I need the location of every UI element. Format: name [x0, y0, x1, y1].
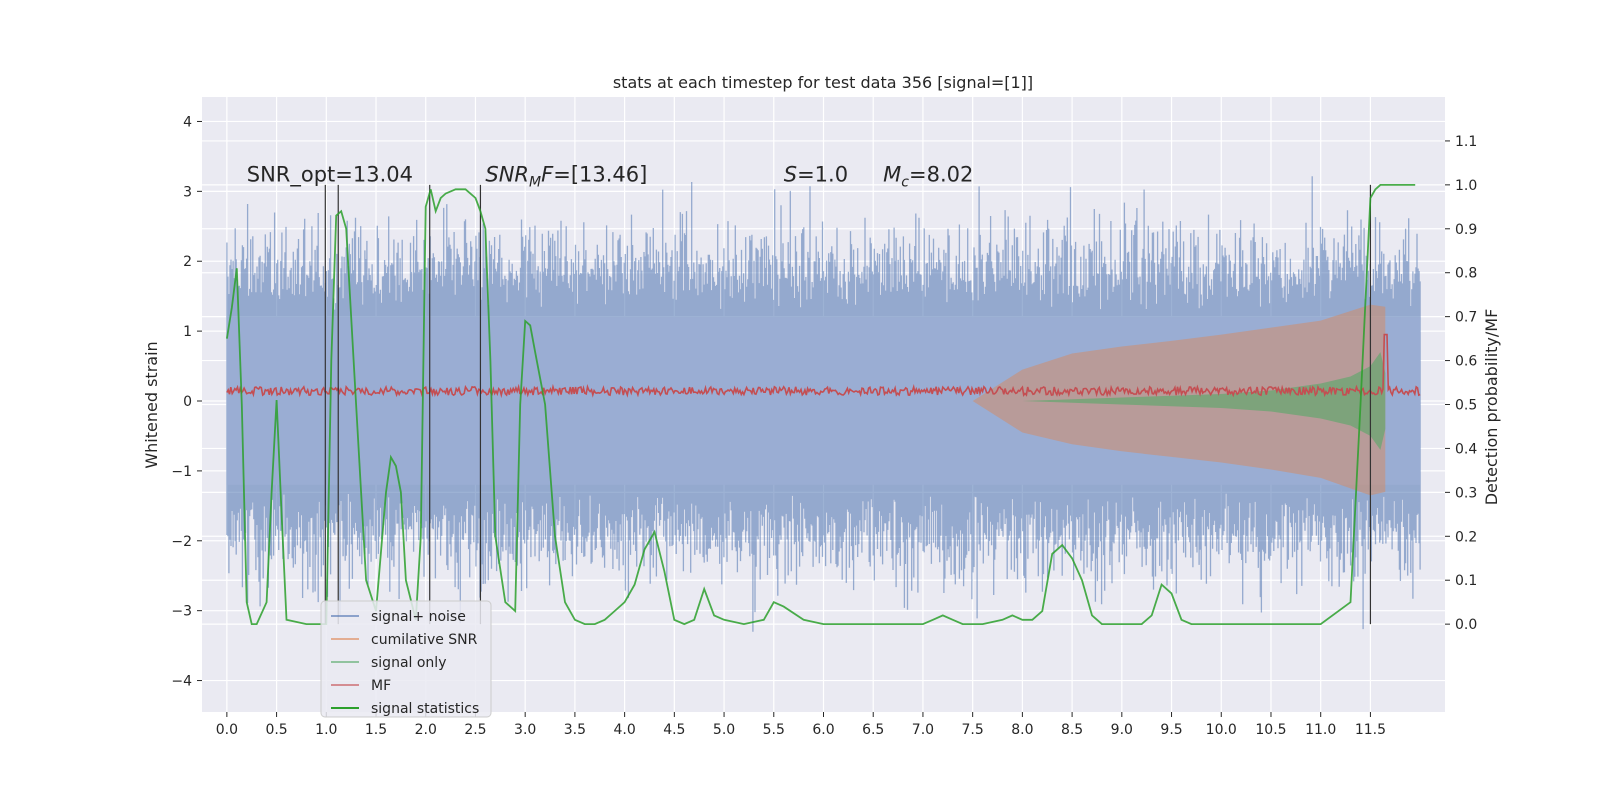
annotation-label: SNRMF=[13.46]	[485, 162, 647, 190]
annotation-label: SNR_opt=13.04	[247, 162, 413, 187]
legend-item-label: signal only	[371, 655, 446, 671]
y2-tick-label: 0.7	[1455, 310, 1477, 326]
x-tick-label: 8.0	[1011, 722, 1033, 738]
legend-item-label: MF	[371, 678, 391, 694]
x-tick-label: 5.0	[713, 722, 735, 738]
y-tick-label: 3	[183, 184, 192, 200]
x-tick-label: 0.5	[265, 722, 287, 738]
x-tick-label: 4.5	[663, 722, 685, 738]
y2-tick-label: 0.5	[1455, 398, 1477, 414]
x-tick-label: 8.5	[1061, 722, 1083, 738]
x-tick-label: 10.0	[1206, 722, 1237, 738]
y2-tick-label: 0.0	[1455, 617, 1477, 633]
y-tick-label: 4	[183, 114, 192, 130]
annotation-label: Mc=8.02	[883, 162, 973, 190]
x-tick-label: 3.0	[514, 722, 536, 738]
y2-tick-label: 0.2	[1455, 529, 1477, 545]
y-tick-label: 1	[183, 324, 192, 340]
y-tick-label: −1	[171, 464, 192, 480]
series-signal-only	[1022, 352, 1386, 450]
y2-tick-label: 0.3	[1455, 485, 1477, 501]
x-tick-label: 7.5	[962, 722, 984, 738]
x-tick-label: 2.5	[464, 722, 486, 738]
y2-tick-label: 0.9	[1455, 222, 1477, 238]
x-tick-label: 6.5	[862, 722, 884, 738]
legend-box	[320, 600, 492, 718]
x-tick-label: 7.0	[912, 722, 934, 738]
data-layer	[226, 176, 1421, 632]
y2-tick-label: 0.4	[1455, 441, 1477, 457]
y-tick-label: −4	[171, 674, 192, 690]
y-tick-label: −2	[171, 534, 192, 550]
y-tick-label: 2	[183, 254, 192, 270]
y2-tick-label: 0.8	[1455, 266, 1477, 282]
annotation-layer: SNR_opt=13.04 SNRMF=[13.46] S=1.0 Mc=8.02	[247, 162, 974, 190]
y2-tick-label: 0.1	[1455, 573, 1477, 589]
x-tick-label: 9.0	[1111, 722, 1133, 738]
x-tick-label: 5.5	[763, 722, 785, 738]
x-tick-label: 1.5	[365, 722, 387, 738]
y-tick-label: 0	[183, 394, 192, 410]
y2-tick-label: 1.1	[1455, 134, 1477, 150]
axes-layer: 0.0 0.5 1.0 1.5 2.0 2.5 3.0 3.5 4.0 4.5 5.0 5.5 6.0 6…	[171, 114, 1477, 738]
x-tick-label: 0.0	[216, 722, 238, 738]
y-axis-label: Whitened strain	[142, 341, 161, 468]
x-tick-label: 11.0	[1305, 722, 1336, 738]
series-signal-statistics	[226, 184, 1416, 626]
y2-tick-label: 1.0	[1455, 178, 1477, 194]
legend-item-label: signal statistics	[371, 701, 479, 717]
chart-title: stats at each timestep for test data 356…	[613, 73, 1033, 92]
x-tick-label: 4.0	[613, 722, 635, 738]
legend-item-label: cumilative SNR	[371, 632, 478, 648]
series-mf	[226, 333, 1421, 399]
y2-axis-label: Detection probability/MF	[1482, 309, 1501, 506]
x-tick-label: 10.5	[1255, 722, 1286, 738]
x-tick-label: 9.5	[1160, 722, 1182, 738]
x-tick-label: 2.0	[415, 722, 437, 738]
legend-item-label: signal+ noise	[371, 609, 466, 625]
x-tick-label: 6.0	[812, 722, 834, 738]
y-tick-label: −3	[171, 604, 192, 620]
x-tick-label: 3.5	[564, 722, 586, 738]
x-tick-label: 11.5	[1355, 722, 1386, 738]
legend: signal+ noise cumilative SNR signal only MF…	[320, 600, 492, 718]
x-tick-label: 1.0	[315, 722, 337, 738]
y2-tick-label: 0.6	[1455, 354, 1477, 370]
annotation-label: S=1.0	[784, 162, 848, 186]
